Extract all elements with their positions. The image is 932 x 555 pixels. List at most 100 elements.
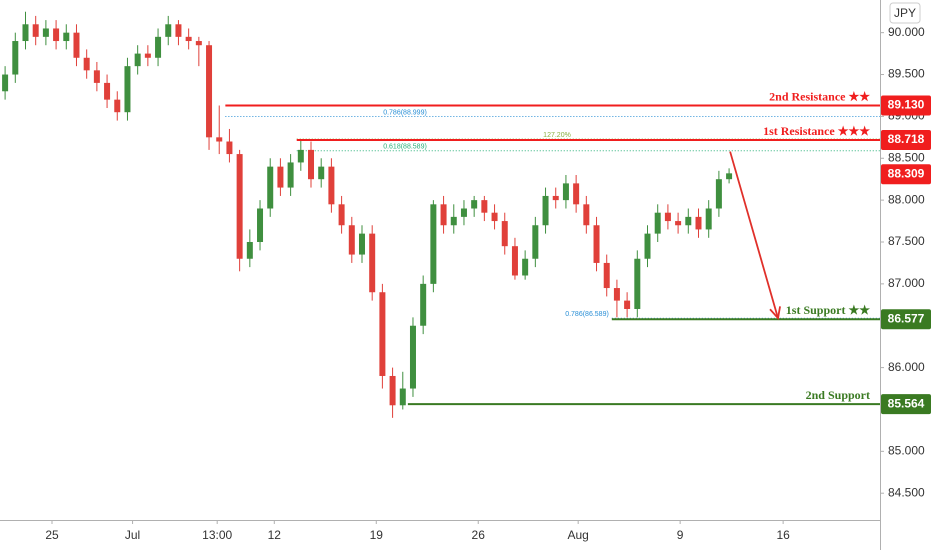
candle-body: [165, 24, 172, 37]
candle-body: [450, 216, 457, 226]
axis-label: JPY: [894, 6, 916, 20]
candle-body: [634, 258, 641, 309]
candle-body: [63, 32, 70, 42]
candle-body: [124, 66, 131, 113]
candle-body: [83, 57, 90, 71]
candle-body: [216, 137, 223, 142]
candle-body: [552, 195, 559, 201]
price-badge-label: 86.577: [888, 311, 925, 325]
candle-body: [287, 162, 294, 188]
candle-body: [664, 212, 671, 222]
candle-body: [318, 166, 325, 180]
fib-label: 127.20%: [543, 132, 571, 139]
price-badge-label: 89.130: [888, 98, 925, 112]
candle-body: [328, 166, 335, 205]
candle-body: [583, 204, 590, 226]
candle-body: [695, 216, 702, 230]
candle-body: [358, 233, 365, 255]
candle-body: [491, 212, 498, 222]
candle-body: [338, 204, 345, 226]
candle-body: [369, 233, 376, 293]
candle-body: [246, 241, 253, 259]
candle-body: [185, 36, 192, 42]
level-label: 2nd Resistance ★★: [769, 89, 870, 103]
candle-body: [114, 99, 121, 113]
candle-body: [134, 53, 141, 67]
price-badge-label: 85.564: [888, 396, 925, 410]
x-tick-label: 12: [268, 528, 282, 542]
x-tick-label: Aug: [567, 528, 588, 542]
candle-body: [562, 183, 569, 201]
candle-body: [257, 208, 264, 242]
candle-body: [348, 225, 355, 255]
candle-body: [93, 70, 100, 83]
candle-body: [226, 141, 233, 155]
candle-body: [685, 216, 692, 226]
price-badge: [881, 130, 931, 151]
candle-body: [726, 173, 733, 180]
candle-body: [624, 300, 631, 309]
candle-body: [603, 262, 610, 289]
y-tick-label: 84.500: [888, 485, 925, 499]
y-tick-label: 87.000: [888, 276, 925, 290]
y-tick-label: 88.500: [888, 150, 925, 164]
y-tick-label: 86.000: [888, 360, 925, 374]
candle-body: [379, 292, 386, 376]
candle-body: [144, 53, 151, 58]
candle-body: [297, 149, 304, 163]
candle-body: [236, 154, 243, 259]
last-price-label: 88.309: [888, 166, 925, 180]
candle-body: [522, 258, 529, 276]
candle-body: [715, 179, 722, 209]
candle-body: [675, 221, 682, 226]
candle-body: [277, 166, 284, 188]
y-tick-label: 89.500: [888, 67, 925, 81]
candle-body: [53, 28, 60, 42]
arrow-head: [769, 306, 781, 321]
candle-body: [481, 200, 488, 213]
x-tick-label: 16: [776, 528, 790, 542]
candle-body: [155, 36, 162, 58]
candle-body: [12, 41, 19, 75]
candle-body: [430, 204, 437, 284]
candle-body: [267, 166, 274, 209]
candle-body: [175, 24, 182, 37]
y-tick-label: 88.000: [888, 192, 925, 206]
fib-label: 0.786(86.589): [565, 311, 609, 318]
x-tick-label: 19: [370, 528, 384, 542]
candle-body: [644, 233, 651, 259]
y-tick-label: 85.000: [888, 444, 925, 458]
candle-body: [420, 283, 427, 326]
fib-label: 0.786(88.999): [383, 109, 427, 116]
candle-body: [206, 45, 213, 138]
candle-body: [511, 246, 518, 276]
arrow-shaft: [729, 151, 779, 319]
candle-body: [409, 325, 416, 389]
candle-body: [308, 149, 315, 180]
x-tick-label: 25: [45, 528, 59, 542]
price-badge: [881, 95, 931, 116]
candle-body: [2, 74, 9, 92]
candle-body: [613, 288, 620, 301]
candle-body: [532, 225, 539, 259]
candle-body: [440, 204, 447, 226]
candle-body: [654, 212, 661, 234]
candle-body: [73, 32, 80, 58]
level-label: 2nd Support: [806, 388, 870, 402]
candle-body: [22, 24, 29, 42]
level-label: 1st Support ★★: [786, 303, 870, 317]
candle-body: [42, 28, 49, 37]
price-badge: [881, 309, 931, 330]
x-tick-label: 26: [472, 528, 486, 542]
candle-body: [593, 225, 600, 263]
candle-body: [573, 183, 580, 205]
candle-body: [501, 221, 508, 247]
x-tick-label: 9: [677, 528, 684, 542]
x-tick-label: Jul: [125, 528, 140, 542]
fib-label: 0.618(88.589): [383, 144, 427, 151]
candle-body: [542, 195, 549, 226]
y-tick-label: 90.000: [888, 25, 925, 39]
price-badge-label: 88.718: [888, 132, 925, 146]
last-price-badge: [881, 164, 931, 185]
